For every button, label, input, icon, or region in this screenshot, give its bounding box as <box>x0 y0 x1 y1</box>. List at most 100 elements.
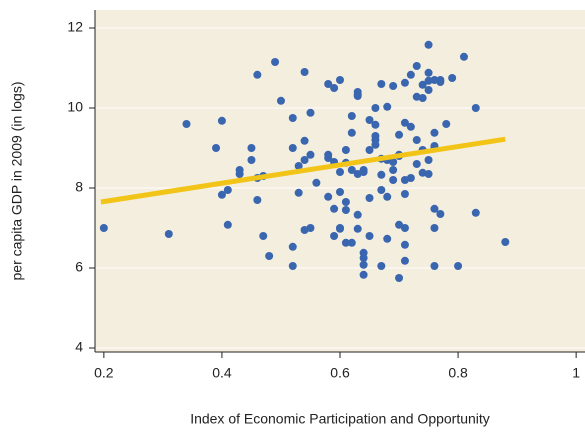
point <box>418 80 427 89</box>
point <box>164 230 173 238</box>
x-axis-label: Index of Economic Participation and Oppo… <box>190 411 490 427</box>
point <box>341 198 350 206</box>
y-tick-label: 10 <box>67 99 83 115</box>
point <box>341 146 350 154</box>
point <box>365 116 374 124</box>
fit-line <box>100 136 506 205</box>
x-tick-label: 0.4 <box>212 365 232 381</box>
point <box>324 192 333 201</box>
point <box>400 240 409 249</box>
point <box>359 166 368 174</box>
point <box>459 52 468 61</box>
point <box>383 234 392 243</box>
point <box>377 80 386 88</box>
point <box>424 68 433 77</box>
point <box>389 176 398 184</box>
point <box>471 208 480 217</box>
point <box>253 196 262 204</box>
point <box>359 270 368 279</box>
y-tick-label: 4 <box>75 339 83 355</box>
point <box>389 166 398 174</box>
point <box>217 190 226 199</box>
point <box>406 122 415 131</box>
point <box>288 242 297 251</box>
point <box>471 104 480 112</box>
plot-area <box>95 10 585 352</box>
point <box>383 102 392 111</box>
point <box>324 154 333 162</box>
point <box>371 104 380 112</box>
point <box>400 118 409 127</box>
point <box>347 128 356 137</box>
point <box>247 144 256 152</box>
y-axis-label: per capita GDP in 2009 (in logs) <box>9 82 25 281</box>
point <box>400 78 409 87</box>
point <box>294 188 303 197</box>
point <box>288 114 297 122</box>
point <box>347 166 356 174</box>
point <box>400 224 409 232</box>
point <box>371 140 380 149</box>
point <box>377 170 386 179</box>
point <box>336 188 344 196</box>
point <box>341 206 350 214</box>
y-tick-label: 8 <box>75 179 83 195</box>
point <box>395 220 404 229</box>
point <box>436 210 445 218</box>
y-tick-label: 12 <box>67 19 83 35</box>
point <box>300 136 309 145</box>
point <box>430 262 439 270</box>
point <box>276 96 285 105</box>
point <box>442 120 451 128</box>
point <box>336 168 344 176</box>
point <box>223 220 232 229</box>
point <box>406 174 415 182</box>
point <box>395 130 404 139</box>
point <box>430 224 439 232</box>
point <box>223 186 232 194</box>
point <box>365 194 374 202</box>
point <box>288 144 297 152</box>
point <box>336 224 344 233</box>
point <box>300 68 309 76</box>
point <box>424 40 433 49</box>
point <box>182 120 191 128</box>
point <box>436 78 445 86</box>
point <box>253 70 262 79</box>
x-tick-label: 0.8 <box>448 365 468 381</box>
point <box>271 58 280 66</box>
point <box>353 224 362 233</box>
point <box>430 204 439 213</box>
point <box>454 262 463 270</box>
point <box>300 226 309 234</box>
point <box>294 162 303 170</box>
point <box>424 76 433 85</box>
point <box>312 178 321 187</box>
point <box>430 128 439 137</box>
point <box>330 204 339 213</box>
point <box>377 262 386 270</box>
point <box>424 170 433 178</box>
point <box>365 146 374 154</box>
point <box>212 144 221 152</box>
x-tick-label: 0.6 <box>330 365 350 381</box>
point <box>400 190 409 198</box>
point <box>383 192 392 201</box>
point <box>347 112 356 120</box>
x-tick-label: 1 <box>572 365 580 381</box>
point <box>347 238 356 247</box>
point <box>99 224 108 232</box>
point <box>389 82 398 90</box>
point <box>306 150 315 159</box>
point <box>412 136 421 144</box>
y-tick-label: 6 <box>75 259 83 275</box>
point <box>359 254 368 262</box>
point <box>341 238 350 247</box>
point <box>288 262 297 270</box>
point <box>306 108 315 117</box>
point <box>406 70 415 79</box>
point <box>359 260 368 269</box>
point <box>365 232 374 240</box>
point <box>235 166 244 174</box>
x-tick-label: 0.2 <box>94 365 114 381</box>
